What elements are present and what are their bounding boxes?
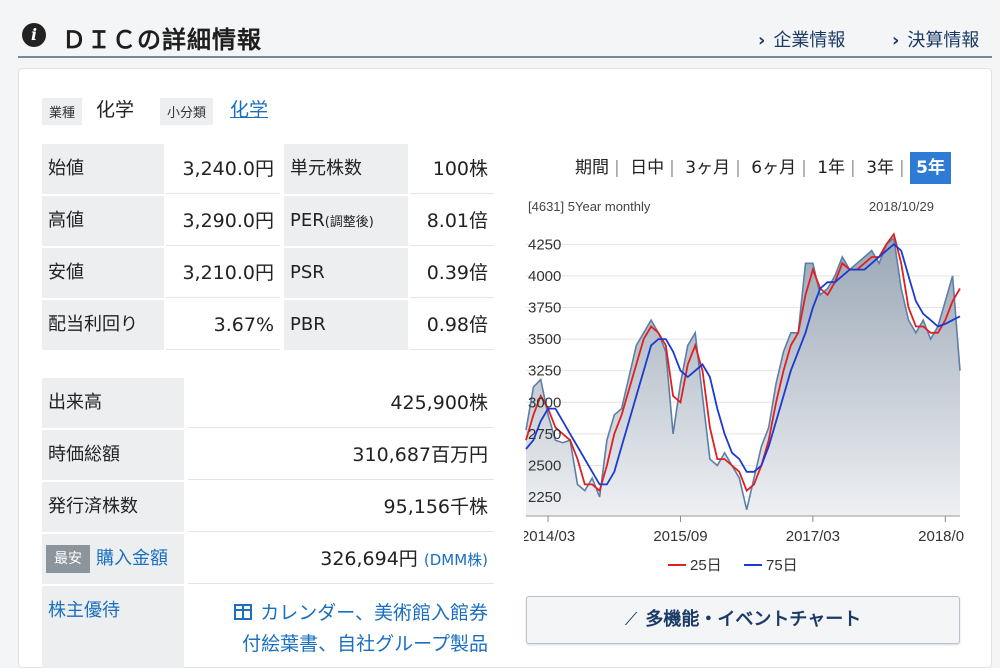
price-area [526, 238, 960, 516]
perk-line-1-text: カレンダー、美術館入館券 [260, 602, 488, 624]
psr-label: PSR [284, 248, 408, 298]
dmm-link[interactable]: (DMM株) [423, 551, 488, 569]
period-6m[interactable]: 6ヶ月 [751, 158, 797, 178]
sector-value: 化学 [96, 99, 135, 121]
chart-svg: [4631] 5Year monthly 2018/10/29 2250 2500 27… [521, 199, 972, 574]
per-note: (調整後) [324, 215, 374, 230]
shares-outstanding-label: 発行済株数 [42, 482, 184, 532]
series-line-75日 [525, 243, 961, 486]
shareholder-perk-value[interactable]: カレンダー、美術館入館券 付絵葉書、自社グループ製品 [188, 598, 494, 660]
y-tick-label: 2500 [528, 457, 561, 474]
open-label: 始値 [42, 144, 164, 194]
market-cap-label: 時価総額 [42, 430, 184, 480]
y-tick-label: 4000 [528, 268, 561, 285]
chart-caption: [4631] 5Year monthly [528, 199, 651, 214]
chart-date: 2018/10/29 [869, 199, 934, 214]
company-info-label: 企業情報 [773, 30, 846, 51]
chart-icon: ⟋ [624, 609, 638, 630]
low-label: 安値 [42, 248, 164, 298]
open-value: 3,240.0円 [166, 144, 280, 194]
pbr-label: PBR [284, 300, 408, 350]
subclass-link[interactable]: 化学 [230, 99, 269, 121]
unit-shares-label: 単元株数 [284, 144, 408, 194]
sector-tag: 業種 [42, 98, 83, 125]
multi-function-chart-button[interactable]: ⟋ 多機能・イベントチャート [526, 596, 960, 644]
shareholder-perk-label[interactable]: 株主優待 [42, 586, 184, 668]
per-label-text: PER [290, 210, 325, 231]
y-tick-label: 3500 [528, 331, 561, 348]
per-label: PER(調整後) [284, 196, 408, 246]
cheapest-badge: 最安 [46, 545, 90, 573]
legend-label-25d: 25日 [690, 557, 722, 574]
perk-line-1: カレンダー、美術館入館券 [188, 598, 488, 629]
market-cap-value: 310,687百万円 [188, 430, 494, 480]
y-tick-label: 3250 [528, 363, 561, 380]
chevron-right-icon: › [892, 30, 900, 51]
x-tick-label: 2015/09 [653, 528, 707, 545]
y-tick-label: 3000 [528, 394, 561, 411]
x-tick-label: 2018/09 [918, 528, 964, 545]
page-title: ＤＩＣの詳細情報 [62, 26, 262, 54]
series-line-25日 [525, 232, 961, 493]
per-value: 8.01倍 [410, 196, 494, 246]
financial-info-label: 決算情報 [907, 30, 980, 51]
volume-label: 出来高 [42, 378, 184, 428]
x-tick-label: 2014/03 [524, 528, 575, 545]
dividend-yield-label: 配当利回り [42, 300, 164, 350]
psr-value: 0.39倍 [410, 248, 494, 298]
period-5y[interactable]: 5年 [910, 152, 951, 184]
y-tick-label: 3750 [528, 300, 561, 317]
y-tick-label: 2250 [528, 489, 561, 506]
purchase-amount-link[interactable]: 購入金額 [96, 548, 168, 569]
legend-label-75d: 75日 [766, 557, 798, 574]
company-info-link[interactable]: › 企業情報 [758, 26, 845, 52]
section-header: i ＤＩＣの詳細情報 › 企業情報 › 決算情報 [18, 14, 992, 58]
gift-icon [234, 604, 253, 620]
purchase-amount-number: 326,694円 [320, 548, 418, 570]
stock-chart: [4631] 5Year monthly 2018/10/29 2250 2500 27… [521, 194, 972, 584]
multi-function-chart-label: 多機能・イベントチャート [645, 609, 862, 630]
chevron-right-icon: › [758, 30, 766, 51]
pbr-value: 0.98倍 [410, 300, 494, 350]
financial-info-link[interactable]: › 決算情報 [892, 26, 979, 52]
shares-outstanding-value: 95,156千株 [188, 482, 494, 532]
purchase-amount-label[interactable]: 最安 購入金額 [42, 534, 184, 584]
y-tick-label: 2750 [528, 426, 561, 443]
dividend-yield-value: 3.67% [166, 300, 280, 350]
period-label: 期間 [575, 158, 609, 178]
x-tick-label: 2017/03 [786, 528, 840, 545]
unit-shares-value: 100株 [410, 144, 494, 194]
high-label: 高値 [42, 196, 164, 246]
volume-value: 425,900株 [188, 378, 494, 428]
perk-line-2: 付絵葉書、自社グループ製品 [242, 633, 488, 655]
period-selector: 期間 | 日中 | 3ヶ月 | 6ヶ月 | 1年 | 3年 | 5年 [570, 152, 951, 184]
low-value: 3,210.0円 [166, 248, 280, 298]
subclass-tag: 小分類 [160, 98, 214, 125]
info-icon: i [22, 23, 46, 47]
period-1y[interactable]: 1年 [817, 158, 846, 178]
y-tick-label: 4250 [528, 236, 561, 253]
period-intraday[interactable]: 日中 [630, 158, 665, 178]
period-3y[interactable]: 3年 [866, 158, 895, 178]
high-value: 3,290.0円 [166, 196, 280, 246]
purchase-amount-value: 326,694円 (DMM株) [188, 534, 494, 584]
period-3m[interactable]: 3ヶ月 [685, 158, 731, 178]
